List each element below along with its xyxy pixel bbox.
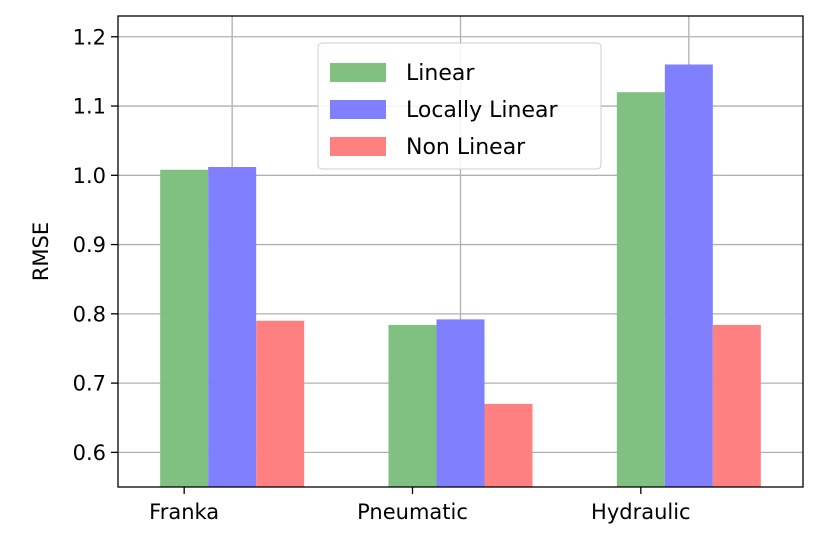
bar-non-linear-franka — [256, 320, 305, 487]
legend-swatch — [330, 100, 386, 119]
y-tick-label: 0.6 — [73, 441, 106, 465]
bar-linear-pneumatic — [388, 324, 437, 487]
legend-box — [317, 42, 602, 170]
y-tick-label: 1.1 — [73, 95, 106, 119]
y-tick-label: 1.2 — [73, 25, 106, 49]
bar-non-linear-pneumatic — [484, 403, 533, 487]
legend-swatch — [330, 137, 386, 156]
bar-locally-linear-pneumatic — [436, 319, 485, 487]
legend-label: Non Linear — [406, 135, 526, 160]
legend-label: Linear — [406, 61, 475, 86]
y-tick-label: 0.9 — [73, 233, 106, 257]
y-tick-label: 0.8 — [73, 302, 106, 326]
bar-linear-hydraulic — [616, 92, 665, 488]
legend-swatch — [330, 63, 386, 82]
bar-locally-linear-franka — [208, 166, 257, 487]
legend: Linear Locally Linear Non Linear — [317, 42, 602, 170]
y-tick-label: 1.0 — [73, 164, 106, 188]
x-tick-label: Franka — [149, 500, 219, 524]
y-tick-label: 0.7 — [73, 372, 106, 396]
legend-label: Locally Linear — [406, 98, 558, 123]
bar-non-linear-hydraulic — [712, 324, 761, 487]
x-tick-label: Hydraulic — [591, 500, 691, 524]
bar-locally-linear-hydraulic — [664, 64, 713, 487]
bars — [160, 64, 761, 488]
y-ticks: 0.6 0.7 0.8 0.9 1.0 1.1 1.2 — [73, 25, 118, 465]
plot-frame — [117, 15, 804, 488]
x-tick-label: Pneumatic — [357, 500, 468, 524]
y-axis-label: RMSE — [29, 222, 53, 281]
x-ticks: Franka Pneumatic Hydraulic — [149, 487, 691, 524]
bar-linear-franka — [160, 169, 209, 488]
